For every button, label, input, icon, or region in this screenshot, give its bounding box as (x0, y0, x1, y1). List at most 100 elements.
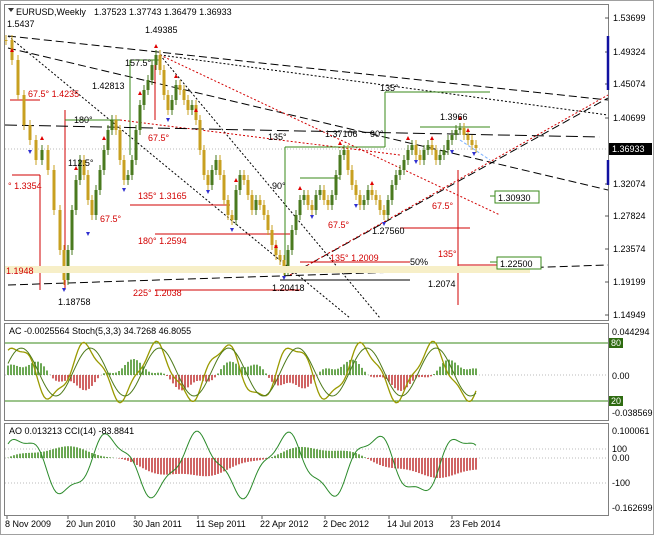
fractal-up-arrow (338, 141, 342, 145)
svg-text:0.00: 0.00 (612, 371, 630, 381)
svg-text:0.00: 0.00 (612, 453, 630, 463)
annotation-label-red: 1.1948 (6, 266, 34, 276)
time-axis-label: 8 Nov 2009 (5, 519, 51, 529)
candle-body (78, 160, 82, 180)
svg-text:0.100061: 0.100061 (612, 426, 650, 436)
analysis-lines (4, 35, 609, 319)
candle-body (106, 130, 110, 150)
candle-body (390, 185, 394, 200)
candle-body (86, 175, 90, 200)
trend-line (7, 35, 609, 101)
candle-body (318, 190, 322, 195)
ao-cci-panel[interactable] (4, 423, 609, 516)
candle-body (278, 255, 282, 260)
candle-body (274, 245, 278, 255)
candle-body (454, 130, 458, 135)
candle-body (422, 150, 426, 160)
fractal-up-arrow (174, 74, 178, 78)
chart-annotations: 1.49385 1.42813 157.5° 180° 112.5° 135° 1.3710… (6, 25, 542, 307)
trend-line (4, 124, 601, 138)
candle-body (34, 140, 38, 160)
candle-body (66, 250, 70, 280)
candle-body (470, 140, 474, 145)
boxed-level-label: 1.30930 (498, 193, 531, 203)
candle-body (250, 195, 254, 210)
candle-body (462, 128, 466, 135)
fractal-up-arrow (458, 116, 462, 120)
candle-body (98, 170, 102, 190)
candle-body (338, 155, 342, 175)
fractal-up-arrow (102, 136, 106, 140)
top-left-price-label: 1.5437 (7, 19, 35, 29)
candle-body (398, 170, 402, 175)
candle-body (4, 40, 8, 41)
annotation-label-red: 180° 1.2594 (138, 236, 187, 246)
candle-body (378, 200, 382, 210)
candle-body (82, 160, 86, 175)
candle-body (74, 180, 78, 210)
candle-body (222, 175, 226, 200)
ohlc-values: 1.37523 1.37743 1.36479 1.36933 (94, 7, 232, 17)
candle-body (206, 175, 210, 185)
candle-body (126, 175, 130, 180)
price-scale: 1.53699 1.49324 1.45074 1.40699 1.32074 1.278… (605, 13, 646, 320)
annotation-label: 1.2074 (428, 279, 456, 289)
candle-body (374, 195, 378, 200)
price-level-label: 1.19199 (613, 277, 646, 287)
candle-body (262, 205, 266, 215)
svg-text:20: 20 (611, 396, 621, 406)
annotation-label: 1.20418 (272, 283, 305, 293)
fractal-down-arrow (310, 215, 314, 219)
symbol-header: EURUSD,Weekly 1.37523 1.37743 1.36479 1.… (7, 7, 232, 29)
candle-body (370, 190, 374, 195)
fractal-up-arrow (298, 186, 302, 190)
candle-body (322, 190, 326, 200)
main-price-panel[interactable] (4, 4, 609, 321)
fractal-down-arrow (86, 232, 90, 236)
annotation-label-red: 135° 1.3165 (138, 191, 187, 201)
candle-body (418, 155, 422, 160)
fractal-down-arrow (28, 150, 32, 154)
candle-body (214, 160, 218, 170)
fractal-up-arrow (274, 244, 278, 248)
ac-stoch-panel[interactable] (4, 323, 609, 421)
candle-body (102, 150, 106, 170)
svg-text:-0.162699: -0.162699 (612, 503, 653, 513)
annotation-label: 135° (380, 83, 399, 93)
annotation-label-red: ° 1.3354 (8, 181, 42, 191)
candle-body (402, 160, 406, 170)
ao-cci-indicator (5, 430, 608, 500)
time-axis-label: 11 Sep 2011 (196, 519, 246, 529)
dropdown-triangle-icon[interactable] (8, 8, 14, 12)
candle-body (410, 145, 414, 150)
annotation-label: 157.5° (125, 58, 152, 68)
price-level-label: 1.27824 (613, 211, 646, 221)
candle-body (310, 205, 314, 210)
candle-body (202, 150, 206, 175)
annotation-label: 112.5° (68, 158, 94, 168)
candle-body (190, 105, 194, 110)
candle-body (458, 128, 462, 130)
candle-body (186, 100, 190, 110)
time-axis-label: 22 Apr 2012 (260, 519, 309, 529)
annotation-label: 50% (410, 257, 428, 267)
annotation-label: 1.37106 (325, 129, 358, 139)
candle-body (314, 195, 318, 210)
annotation-label-red: 67.5° 1.4235 (28, 89, 79, 99)
time-axis-label: 14 Jul 2013 (387, 519, 434, 529)
time-axis-label: 2 Dec 2012 (323, 519, 369, 529)
trend-line (7, 47, 609, 191)
candle-body (70, 210, 74, 250)
candle-body (198, 120, 202, 150)
svg-text:80: 80 (611, 338, 621, 348)
fractal-up-arrow (370, 181, 374, 185)
trend-line (159, 54, 501, 216)
candle-body (282, 260, 286, 270)
fractal-up-arrow (10, 48, 14, 52)
price-level-label: 1.40699 (613, 113, 646, 123)
fractal-down-arrow (450, 150, 454, 154)
candle-body (414, 145, 418, 155)
candle-body (442, 150, 446, 155)
